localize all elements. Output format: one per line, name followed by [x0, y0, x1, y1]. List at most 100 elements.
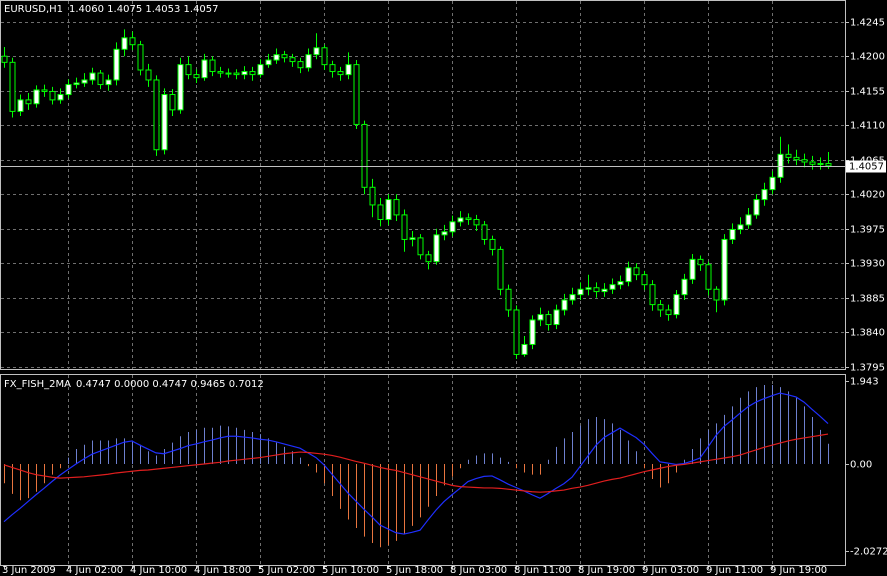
- candle-body: [769, 176, 776, 191]
- candle-body: [409, 237, 416, 240]
- candle-body: [625, 267, 632, 283]
- candle-body: [97, 72, 104, 86]
- candle-body: [313, 47, 320, 56]
- indicator-title: FX_FISH_2MA: [4, 379, 71, 390]
- y-tick-label: 1.4020: [850, 190, 885, 201]
- candle-body: [689, 258, 696, 280]
- candle-body: [273, 54, 280, 61]
- candle-body: [529, 319, 536, 345]
- candle-body: [473, 219, 480, 226]
- x-tick-label: 5 Jun 10:00: [322, 565, 379, 576]
- x-tick-label: 9 Jun 03:00: [642, 565, 699, 576]
- indicator-values: 0.4747 0.0000 0.4747 0.9465 0.7012: [76, 379, 264, 390]
- x-tick-label: 5 Jun 18:00: [386, 565, 443, 576]
- candle-body: [233, 72, 240, 76]
- candle-body: [81, 79, 88, 84]
- x-tick-label: 3 Jun 2009: [2, 565, 56, 576]
- candle-body: [209, 59, 216, 73]
- x-tick-label: 5 Jun 02:00: [258, 565, 315, 576]
- candle-body: [809, 161, 816, 165]
- candle-body: [393, 199, 400, 216]
- candle-body: [401, 214, 408, 240]
- candle-body: [505, 288, 512, 311]
- price-header: EURUSD,H1 1.4060 1.4075 1.4053 1.4057: [4, 4, 219, 15]
- candle-body: [705, 264, 712, 290]
- candle-body: [105, 79, 112, 86]
- candle-body: [185, 64, 192, 76]
- candle-body: [153, 79, 160, 151]
- y-tick-label: 0.00: [850, 460, 872, 471]
- candle-body: [265, 59, 272, 66]
- indicator-panel-frame: [0, 374, 846, 566]
- candle-body: [649, 284, 656, 306]
- current-price-label: 1.4057: [849, 162, 884, 173]
- x-tick-label: 4 Jun 02:00: [66, 565, 123, 576]
- candle-body: [577, 288, 584, 296]
- candle-body: [361, 123, 368, 188]
- indicator-header: FX_FISH_2MA 0.4747 0.0000 0.4747 0.9465 0…: [4, 379, 264, 390]
- candle-body: [609, 284, 616, 290]
- candle-body: [385, 199, 392, 220]
- candle-body: [297, 61, 304, 69]
- candle-body: [449, 221, 456, 233]
- candle-body: [17, 99, 24, 112]
- candle-body: [481, 224, 488, 240]
- candle-body: [225, 72, 232, 75]
- x-tick-label: 9 Jun 19:00: [770, 565, 827, 576]
- candle-body: [825, 163, 832, 167]
- candle-body: [753, 199, 760, 216]
- candle-body: [33, 89, 40, 105]
- candle-body: [681, 278, 688, 296]
- candle-body: [737, 224, 744, 230]
- candle-body: [345, 64, 352, 76]
- price-panel-frame: [0, 0, 846, 370]
- y-tick-label: 1.4245: [850, 18, 885, 29]
- candle-body: [201, 59, 208, 79]
- candle-body: [633, 267, 640, 276]
- x-tick-label: 4 Jun 18:00: [194, 565, 251, 576]
- candle-body: [537, 314, 544, 321]
- candle-body: [457, 217, 464, 223]
- candle-body: [249, 71, 256, 76]
- candle-body: [441, 231, 448, 236]
- candle-body: [817, 163, 824, 166]
- candle-body: [521, 343, 528, 355]
- candle-body: [137, 44, 144, 71]
- candle-body: [641, 274, 648, 286]
- candle-body: [113, 48, 120, 81]
- candle-body: [593, 287, 600, 293]
- candle-body: [673, 294, 680, 316]
- x-tick-label: 8 Jun 11:00: [514, 565, 571, 576]
- y-tick-label: 1.3930: [850, 259, 885, 270]
- candle-body: [417, 237, 424, 256]
- y-tick-label: -2.0272: [850, 547, 887, 558]
- symbol-title: EURUSD,H1: [4, 4, 63, 15]
- candle-body: [561, 299, 568, 311]
- candle-body: [433, 234, 440, 263]
- candle-body: [49, 90, 56, 101]
- candle-body: [217, 71, 224, 74]
- y-tick-label: 1.4110: [850, 121, 885, 132]
- candle-body: [73, 82, 80, 86]
- indicator-line: [3, 433, 829, 493]
- y-tick-label: 1.3885: [850, 294, 885, 305]
- candle-body: [9, 61, 16, 112]
- candle-body: [513, 309, 520, 355]
- y-tick-label: 1.3840: [850, 328, 885, 339]
- candle-body: [569, 294, 576, 301]
- candle-body: [257, 64, 264, 76]
- candle-body: [497, 248, 504, 290]
- candle-body: [369, 186, 376, 206]
- y-tick-label: 1.943: [850, 377, 879, 388]
- candle-body: [657, 304, 664, 311]
- candle-body: [129, 37, 136, 46]
- candle-body: [489, 238, 496, 250]
- candle-body: [329, 64, 336, 73]
- candle-body: [193, 74, 200, 79]
- quote-values: 1.4060 1.4075 1.4053 1.4057: [69, 4, 219, 15]
- candle-body: [465, 217, 472, 220]
- candle-body: [281, 54, 288, 59]
- candle-body: [57, 94, 64, 101]
- candle-body: [553, 309, 560, 326]
